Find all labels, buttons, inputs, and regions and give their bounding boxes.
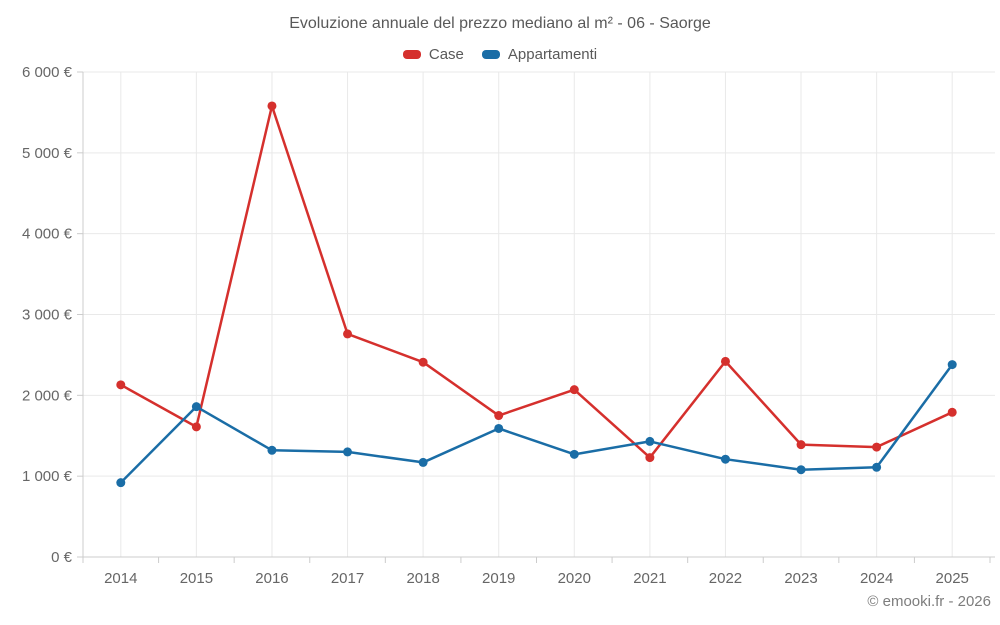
y-tick-label: 1 000 € bbox=[22, 468, 73, 485]
case-point-2019[interactable] bbox=[494, 411, 504, 421]
y-tick-label: 4 000 € bbox=[22, 226, 73, 243]
x-tick-label: 2021 bbox=[633, 570, 666, 587]
y-tick-label: 3 000 € bbox=[22, 307, 73, 324]
x-tick-label: 2025 bbox=[936, 570, 969, 587]
x-tick-label: 2020 bbox=[558, 570, 591, 587]
x-tick-label: 2024 bbox=[860, 570, 893, 587]
case-point-2023[interactable] bbox=[796, 440, 806, 450]
case-point-2020[interactable] bbox=[569, 385, 579, 395]
x-tick-label: 2023 bbox=[784, 570, 817, 587]
case-point-2021[interactable] bbox=[645, 453, 655, 463]
case-point-2015[interactable] bbox=[191, 422, 201, 432]
x-tick-label: 2018 bbox=[406, 570, 439, 587]
appartamenti-point-2020[interactable] bbox=[569, 449, 579, 459]
case-point-2017[interactable] bbox=[343, 329, 353, 339]
appartamenti-point-2022[interactable] bbox=[720, 454, 730, 464]
appartamenti-line bbox=[119, 363, 954, 484]
case-legend-label: Case bbox=[428, 46, 464, 63]
case-point-2014[interactable] bbox=[116, 380, 126, 390]
legend-item-case[interactable]: Case bbox=[402, 46, 464, 63]
appartamenti-point-2025[interactable] bbox=[947, 360, 957, 370]
y-tick-label: 2 000 € bbox=[22, 387, 73, 404]
appartamenti-point-2015[interactable] bbox=[191, 402, 201, 412]
appartamenti-point-2017[interactable] bbox=[343, 447, 353, 457]
legend-item-appartamenti[interactable]: Appartamenti bbox=[481, 46, 598, 63]
chart-title: Evoluzione annuale del prezzo mediano al… bbox=[289, 15, 711, 32]
copyright-notice: © emooki.fr - 2026 bbox=[867, 593, 991, 610]
appartamenti-point-2018[interactable] bbox=[418, 457, 428, 467]
case-point-2022[interactable] bbox=[720, 356, 730, 366]
x-tick-label: 2016 bbox=[255, 570, 288, 587]
case-point-2025[interactable] bbox=[947, 407, 957, 417]
appartamenti-legend-swatch bbox=[481, 50, 500, 59]
x-tick-label: 2022 bbox=[709, 570, 742, 587]
appartamenti-point-2023[interactable] bbox=[796, 465, 806, 475]
appartamenti-point-2021[interactable] bbox=[645, 436, 655, 446]
appartamenti-point-2016[interactable] bbox=[267, 445, 277, 455]
appartamenti-point-2019[interactable] bbox=[494, 423, 504, 433]
appartamenti-point-2014[interactable] bbox=[116, 478, 126, 488]
legend: Case Appartamenti bbox=[0, 46, 1000, 63]
appartamenti-legend-label: Appartamenti bbox=[507, 46, 598, 63]
case-point-2018[interactable] bbox=[418, 357, 428, 367]
y-tick-label: 6 000 € bbox=[22, 64, 73, 81]
case-point-2016[interactable] bbox=[267, 101, 277, 111]
case-point-2024[interactable] bbox=[872, 442, 882, 452]
x-tick-label: 2017 bbox=[331, 570, 364, 587]
y-tick-label: 5 000 € bbox=[22, 145, 73, 162]
x-tick-label: 2015 bbox=[180, 570, 213, 587]
x-tick-label: 2019 bbox=[482, 570, 515, 587]
x-tick-label: 2014 bbox=[104, 570, 137, 587]
appartamenti-point-2024[interactable] bbox=[872, 462, 882, 472]
case-line bbox=[119, 104, 954, 459]
case-legend-swatch bbox=[402, 50, 421, 59]
y-tick-label: 0 € bbox=[51, 549, 73, 566]
